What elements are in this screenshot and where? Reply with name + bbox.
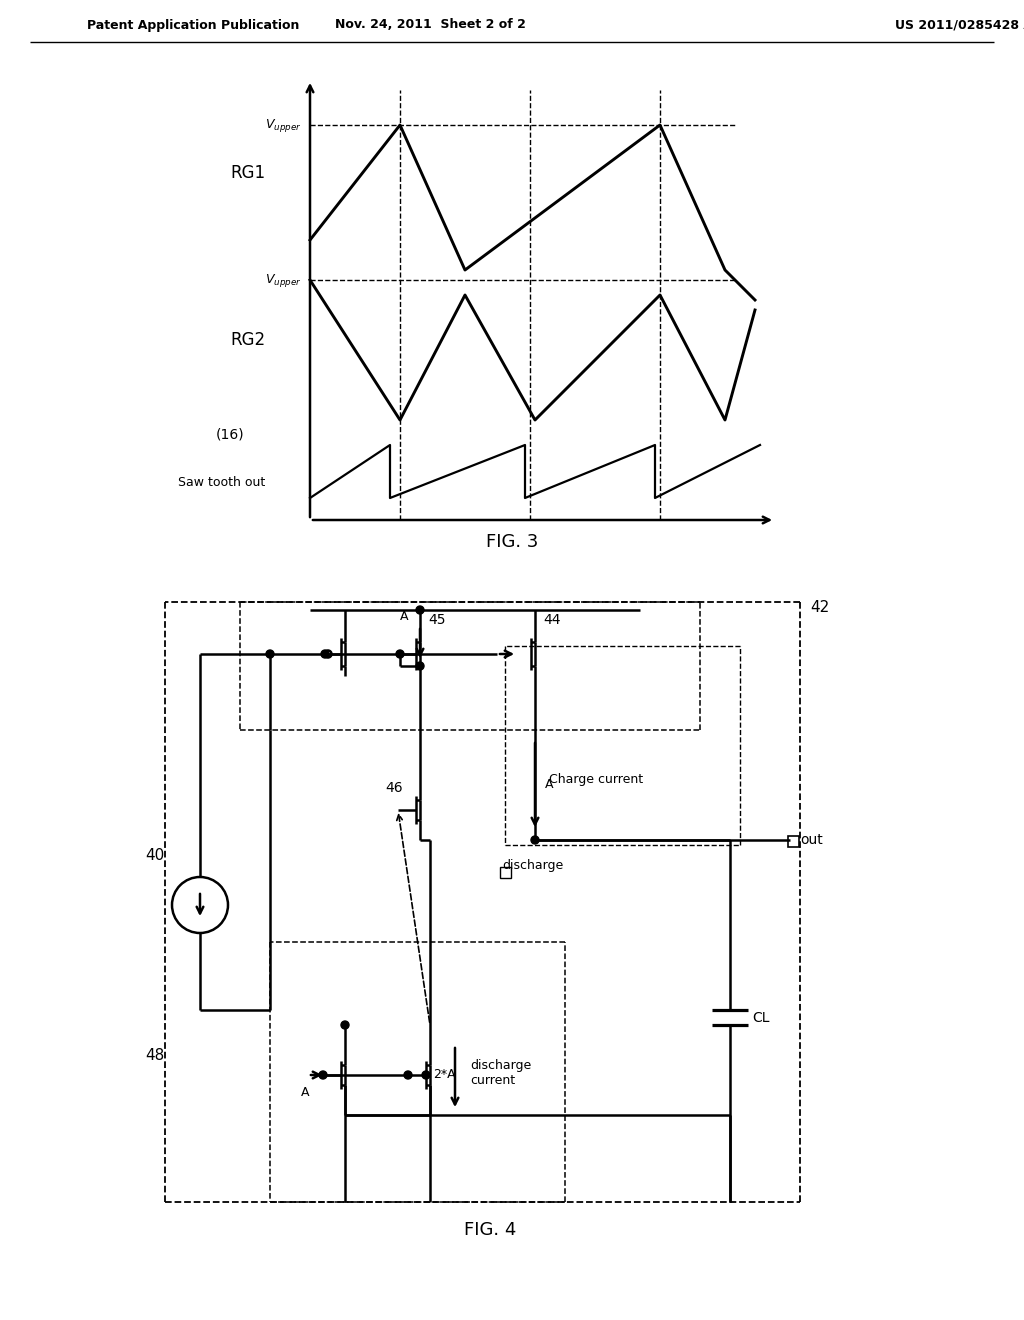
Text: Patent Application Publication: Patent Application Publication: [87, 18, 299, 32]
Text: RG2: RG2: [230, 331, 265, 348]
Text: (16): (16): [216, 428, 245, 442]
Text: out: out: [800, 833, 822, 847]
Text: 48: 48: [145, 1048, 165, 1063]
Text: 44: 44: [543, 612, 560, 627]
Text: A: A: [399, 610, 408, 623]
Text: $V_{upper}$: $V_{upper}$: [265, 116, 302, 133]
Text: A: A: [301, 1086, 309, 1100]
Circle shape: [416, 663, 424, 671]
Text: US 2011/0285428 A1: US 2011/0285428 A1: [895, 18, 1024, 32]
Text: discharge: discharge: [502, 858, 563, 871]
Text: A: A: [545, 779, 554, 792]
Circle shape: [416, 606, 424, 614]
Circle shape: [531, 836, 539, 843]
Text: CL: CL: [752, 1011, 769, 1026]
Text: RG1: RG1: [230, 164, 265, 182]
Text: Saw tooth out: Saw tooth out: [178, 477, 265, 490]
Bar: [788, 836, 799, 847]
Text: 42: 42: [810, 599, 829, 615]
Text: 2*A: 2*A: [433, 1068, 456, 1081]
Circle shape: [422, 1071, 430, 1078]
Text: Nov. 24, 2011  Sheet 2 of 2: Nov. 24, 2011 Sheet 2 of 2: [335, 18, 525, 32]
Circle shape: [266, 649, 274, 657]
Circle shape: [396, 649, 404, 657]
Text: 40: 40: [145, 847, 165, 862]
Text: 46: 46: [385, 781, 402, 795]
Circle shape: [319, 1071, 327, 1078]
Text: Charge current: Charge current: [549, 774, 643, 787]
Text: 45: 45: [428, 612, 445, 627]
Text: current: current: [470, 1073, 515, 1086]
Bar: [500, 867, 511, 878]
Text: $V_{upper}$: $V_{upper}$: [265, 272, 302, 289]
Circle shape: [321, 649, 329, 657]
Text: discharge: discharge: [470, 1059, 531, 1072]
Text: FIG. 4: FIG. 4: [464, 1221, 516, 1239]
Circle shape: [404, 1071, 412, 1078]
Circle shape: [341, 1020, 349, 1030]
Text: FIG. 3: FIG. 3: [485, 533, 539, 550]
